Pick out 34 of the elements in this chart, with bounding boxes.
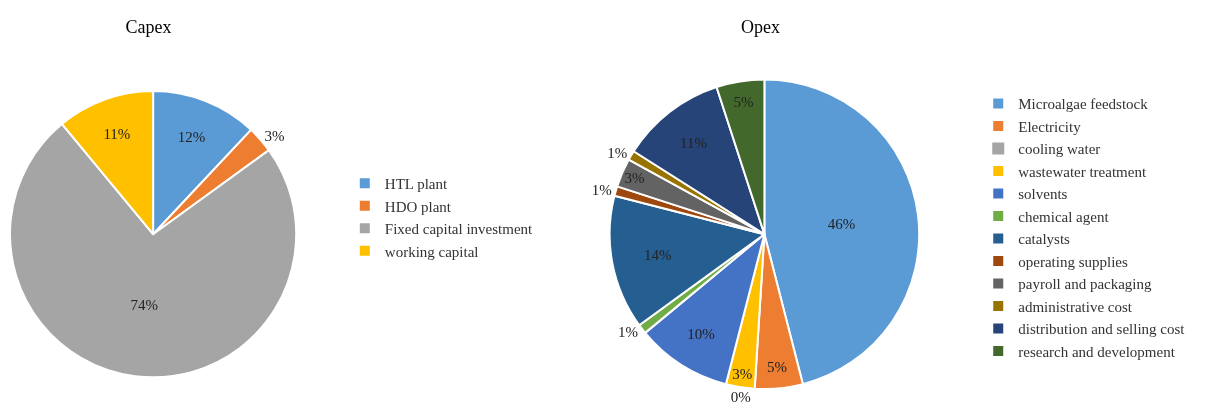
legend-label: operating supplies xyxy=(1018,253,1128,270)
chart-title: Opex xyxy=(740,16,780,37)
data-label: 5% xyxy=(733,93,754,110)
data-label: 11% xyxy=(680,134,708,151)
legend-label: working capital xyxy=(384,243,479,260)
data-label: 1% xyxy=(618,324,639,341)
legend-label: administrative cost xyxy=(1018,298,1133,315)
data-label: 12% xyxy=(177,128,206,145)
legend-label: cooling water xyxy=(1018,141,1101,158)
legend-label: Electricity xyxy=(1018,118,1082,135)
chart-title: Capex xyxy=(125,16,172,37)
data-label: 3% xyxy=(624,170,645,187)
data-label: 3% xyxy=(264,128,285,145)
legend-label: Microalgae feedstock xyxy=(1018,96,1149,113)
data-label: 10% xyxy=(687,326,715,343)
legend-label: research and development xyxy=(1018,343,1176,360)
legend-label: chemical agent xyxy=(1018,208,1110,225)
legend-label: HDO plant xyxy=(384,198,452,215)
legend-label: wastewater treatment xyxy=(1018,163,1147,180)
legend-label: solvents xyxy=(1018,186,1068,203)
data-label: 74% xyxy=(130,297,158,314)
text: 0% xyxy=(730,388,751,404)
legend-label: payroll and packaging xyxy=(1018,276,1153,293)
data-label: 1% xyxy=(607,145,628,162)
legend-label: Fixed capital investment xyxy=(384,221,534,238)
data-label: 11% xyxy=(103,125,131,142)
legend-label: catalysts xyxy=(1018,231,1071,248)
data-label: 5% xyxy=(767,359,787,376)
data-label: 46% xyxy=(827,216,856,233)
data-label: 14% xyxy=(644,246,672,263)
legend-label: distribution and selling cost xyxy=(1018,321,1186,338)
data-label: 3% xyxy=(732,365,753,382)
data-label: 1% xyxy=(591,182,612,199)
legend-label: HTL plant xyxy=(384,176,448,193)
